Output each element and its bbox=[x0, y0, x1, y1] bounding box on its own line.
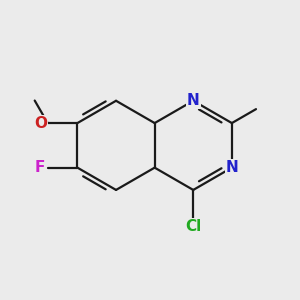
Text: N: N bbox=[226, 160, 238, 175]
Text: N: N bbox=[187, 93, 200, 108]
Text: Cl: Cl bbox=[185, 219, 201, 234]
Text: O: O bbox=[34, 116, 47, 130]
Text: F: F bbox=[34, 160, 45, 175]
